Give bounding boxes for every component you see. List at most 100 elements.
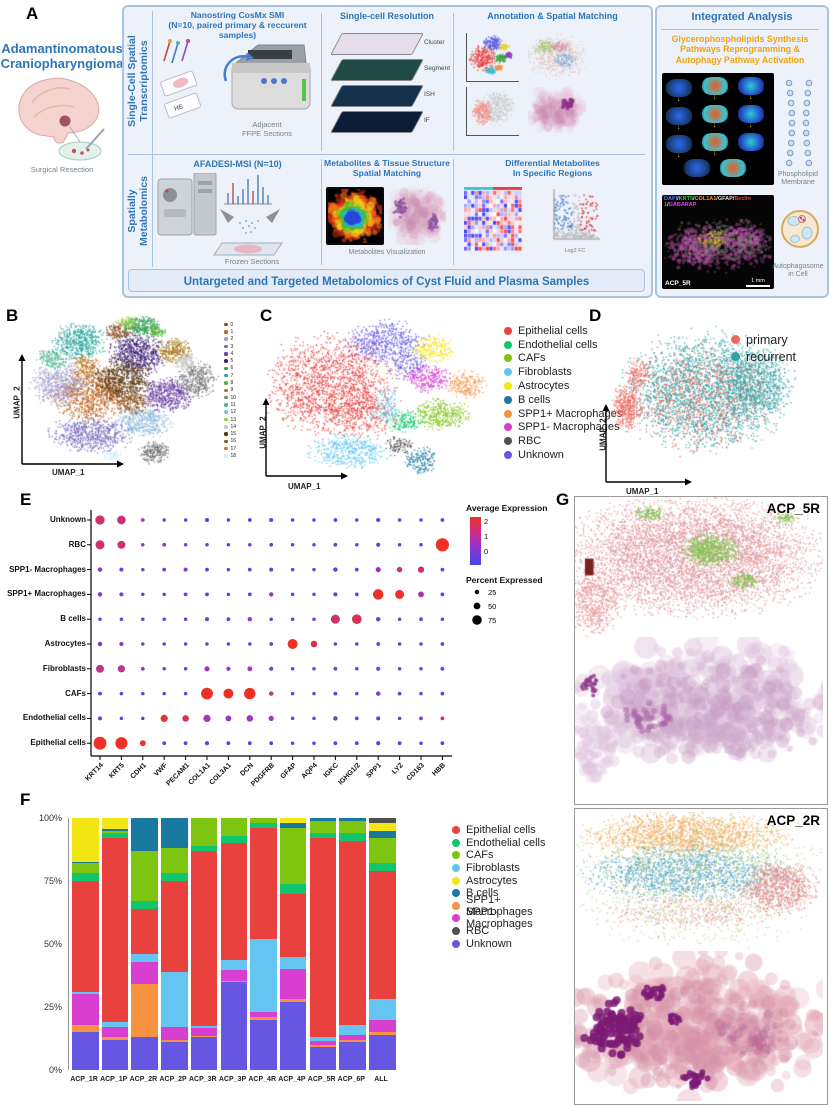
dotplot-dot xyxy=(141,543,145,547)
legend-label: 4 xyxy=(230,350,234,357)
layer-label: ISH xyxy=(424,91,435,98)
bar-category-label: ACP_2R xyxy=(129,1076,158,1083)
cosmx-title: Nanostring CosMx SMI (N=10, paired prima… xyxy=(168,10,307,40)
dotplot-dot xyxy=(97,567,103,572)
size-legend-dot xyxy=(474,589,480,595)
dotplot-dot xyxy=(205,642,209,646)
dotplot-dot xyxy=(119,716,124,721)
legend-dot-icon xyxy=(452,927,460,936)
bar-category-label: ACP_3P xyxy=(218,1076,247,1083)
stacked-bar-ACP_4R xyxy=(250,818,277,1070)
dotplot-dot xyxy=(248,642,252,646)
bar-legend-item: CAFs xyxy=(452,849,560,862)
dotplot-dot xyxy=(204,666,210,672)
cluster-legend-item: 17 xyxy=(224,445,236,452)
bar-segment xyxy=(161,1042,188,1070)
dotplot-dot xyxy=(440,716,445,721)
bar-category-label: ACP_2P xyxy=(159,1076,187,1083)
legend-label: Astrocytes xyxy=(518,380,570,393)
legend-label: Fibroblasts xyxy=(466,862,520,875)
dotplot-dot xyxy=(333,691,338,696)
dotplot-dot xyxy=(248,543,252,547)
bar-legend-item: Endothelial cells xyxy=(452,837,560,850)
bar-segment xyxy=(101,1027,129,1038)
fluor-marker-label: / xyxy=(716,196,718,202)
dotplot-row-label: Epithelial cells xyxy=(30,738,86,748)
dotplot-dot xyxy=(226,642,231,646)
bar-segment xyxy=(279,818,307,824)
bar-segment xyxy=(131,901,158,909)
cluster-legend-item: 13 xyxy=(224,416,236,423)
dotplot-dot xyxy=(333,741,338,746)
bar-segment xyxy=(161,971,188,1028)
bar-segment xyxy=(369,1019,396,1033)
dotplot-dot xyxy=(246,715,254,722)
bar-segment xyxy=(72,1024,99,1033)
bar-segment xyxy=(339,1042,366,1070)
umap2-label-d: UMAP_2 xyxy=(598,418,608,451)
dotplot-dot xyxy=(183,741,188,746)
lipid-head-icon xyxy=(805,79,813,87)
legend-label: RBC xyxy=(518,435,542,448)
pathway-mini-image xyxy=(720,159,746,177)
dotplot-dot xyxy=(93,736,107,750)
acp2r-celltype-map xyxy=(575,809,823,951)
bar-segment xyxy=(250,828,277,939)
workflow-arrow-icon xyxy=(223,54,249,82)
surgical-tool-icon xyxy=(85,128,105,150)
he-slide-label: HE xyxy=(173,103,185,113)
bar-segment xyxy=(190,850,218,1026)
lipid-head-icon xyxy=(788,119,796,127)
image-layer-icon xyxy=(330,59,424,81)
panel-e-label: E xyxy=(20,490,32,509)
dotplot-dot xyxy=(119,617,124,621)
fluorescence-image: DAPI/KRT5/COL1A1/GFAP/Beclin 1/GABARAP A… xyxy=(662,195,774,289)
bar-segment xyxy=(309,833,337,839)
legend-dot-icon xyxy=(224,410,228,414)
dotplot-dot xyxy=(141,691,145,696)
dotplot-dot xyxy=(355,543,359,547)
pathway-mini-image xyxy=(684,159,710,177)
dotplot-row-label: B cells xyxy=(60,614,86,624)
dotplot-dot xyxy=(333,567,338,572)
bar-segment xyxy=(101,829,129,831)
dotplot-dot xyxy=(419,741,423,745)
stacked-bar-ACP_4P xyxy=(279,818,307,1070)
lipid-head-icon xyxy=(787,99,795,107)
celltype-legend-item: CAFs xyxy=(504,352,622,366)
bar-legend: Epithelial cells Endothelial cells CAFs Fib… xyxy=(452,824,560,950)
bar-segment xyxy=(101,1037,129,1040)
dotplot-dot xyxy=(312,543,316,547)
bar-category-label: ACP_1P xyxy=(100,1076,128,1083)
colorbar-tick: 2 xyxy=(484,517,489,526)
legend-dot-icon xyxy=(452,889,460,898)
bar-segment xyxy=(72,862,99,864)
dotplot-dot xyxy=(419,518,423,522)
pathway-mini-image xyxy=(666,79,692,97)
expression-colorbar xyxy=(470,517,481,565)
cluster-legend-item: 18 xyxy=(224,452,236,459)
dotplot-dot xyxy=(354,741,359,746)
msi-image xyxy=(326,187,384,245)
size-legend-dot xyxy=(473,602,481,610)
dotplot-dot xyxy=(397,543,402,547)
bar-segment xyxy=(369,863,396,871)
bar-ytick: 75% xyxy=(43,876,62,886)
bottom-band: Untargeted and Targeted Metabolomics of … xyxy=(128,269,645,292)
dotplot-dot xyxy=(312,667,316,671)
transcriptomics-strip: Single-Cell Spatial Transcriptomics xyxy=(126,35,151,127)
sample-legend-item: primary xyxy=(731,331,796,348)
dotplot-dot xyxy=(162,741,167,746)
legend-dot-icon xyxy=(224,454,228,458)
dotplot-dot xyxy=(312,741,316,745)
celltype-legend-item: SPP1- Macrophages xyxy=(504,421,622,435)
dotplot-dot xyxy=(117,665,126,673)
bar-category-label: ACP_4R xyxy=(248,1076,276,1083)
legend-label: 15 xyxy=(230,431,237,438)
pathway-title: Glycerophospholipids Synthesis Pathways … xyxy=(671,34,809,65)
legend-label: 18 xyxy=(230,452,237,459)
tumor-icon xyxy=(59,115,71,127)
bar-segment xyxy=(161,1027,188,1040)
dotplot-row-label: SPP1- Macrophages xyxy=(9,564,86,574)
afadesi-title: AFADESI-MSI (N=10) xyxy=(193,159,282,169)
